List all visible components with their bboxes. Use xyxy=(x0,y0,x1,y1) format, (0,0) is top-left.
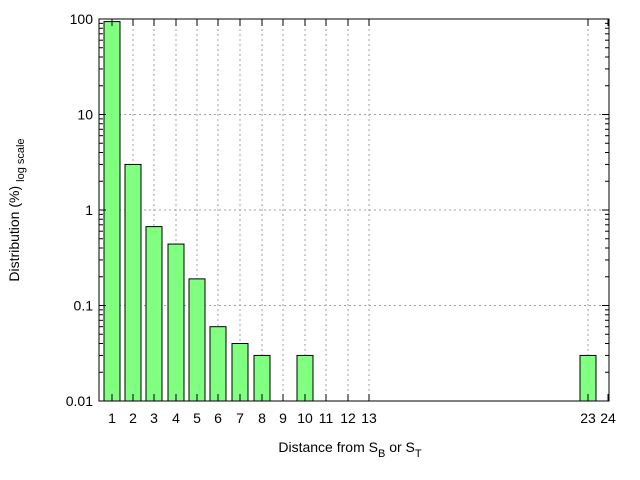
x-axis-label-sub-b: B xyxy=(378,448,385,460)
y-axis-label-sub: log scale xyxy=(15,138,27,181)
x-tick-label: 5 xyxy=(193,410,201,426)
x-tick-label: 11 xyxy=(319,410,334,426)
bar-1 xyxy=(103,21,121,402)
y-tick-label: 0.1 xyxy=(74,298,94,314)
x-tick-label: 1 xyxy=(108,410,116,426)
x-tick-label: 12 xyxy=(340,410,356,426)
x-axis-label: Distance from SB or ST xyxy=(278,439,422,460)
x-tick-label: 9 xyxy=(279,410,287,426)
x-axis-label-mid: or S xyxy=(385,439,415,455)
bar-2 xyxy=(124,163,142,402)
bar-layer xyxy=(103,21,597,402)
x-tick-label: 24 xyxy=(600,410,616,426)
y-tick-label: 1 xyxy=(85,202,93,218)
x-tick-label: 6 xyxy=(214,410,222,426)
x-tick-label: 23 xyxy=(580,410,596,426)
bar-6 xyxy=(209,326,227,402)
y-axis-label-main: Distribution (%) xyxy=(6,186,22,282)
y-tick-label: 100 xyxy=(70,11,94,27)
x-tick-label: 13 xyxy=(361,410,377,426)
x-tick-label: 8 xyxy=(258,410,266,426)
x-axis-label-main: Distance from S xyxy=(278,439,378,455)
y-axis-label: Distribution (%) log scale xyxy=(6,138,27,281)
y-tick-label: 10 xyxy=(77,107,93,123)
x-tick-label: 3 xyxy=(150,410,158,426)
y-tick-label: 0.01 xyxy=(66,393,93,409)
x-tick-label: 2 xyxy=(129,410,137,426)
x-tick-label: 10 xyxy=(297,410,313,426)
grid-layer xyxy=(99,19,609,401)
bar-4 xyxy=(167,243,185,402)
x-axis-label-sub-t: T xyxy=(415,448,422,460)
bar-7 xyxy=(231,343,249,402)
bar-3 xyxy=(145,226,163,402)
bar-5 xyxy=(188,278,206,402)
x-tick-label: 7 xyxy=(236,410,244,426)
x-tick-label: 4 xyxy=(172,410,180,426)
